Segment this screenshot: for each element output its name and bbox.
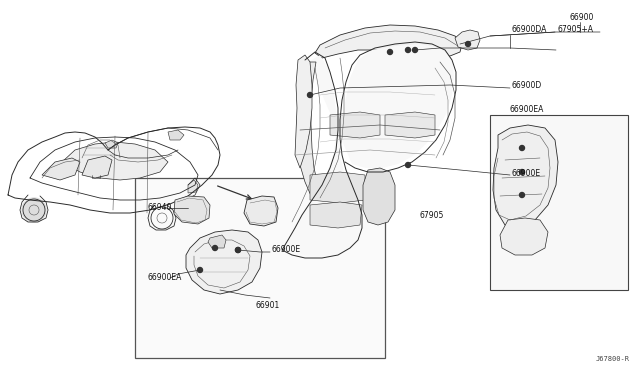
Text: 66900D: 66900D [512, 80, 542, 90]
Circle shape [236, 247, 241, 253]
Polygon shape [188, 180, 198, 193]
Polygon shape [315, 25, 462, 58]
Polygon shape [493, 125, 558, 228]
Polygon shape [186, 230, 262, 294]
Circle shape [307, 93, 312, 97]
Circle shape [413, 48, 417, 52]
Circle shape [520, 192, 525, 198]
Text: 66900DA: 66900DA [512, 26, 547, 35]
Text: 66901: 66901 [255, 301, 279, 310]
Polygon shape [288, 44, 454, 257]
Circle shape [406, 163, 410, 167]
Polygon shape [295, 55, 312, 168]
Circle shape [236, 247, 241, 253]
Polygon shape [330, 112, 380, 138]
Bar [135, 178, 385, 358]
Polygon shape [82, 156, 112, 178]
Circle shape [465, 42, 470, 46]
Polygon shape [62, 142, 168, 180]
Text: 67905+A: 67905+A [557, 26, 593, 35]
Polygon shape [500, 218, 548, 255]
Text: 66900EA: 66900EA [510, 106, 545, 115]
Text: J67800-R: J67800-R [596, 356, 630, 362]
Polygon shape [385, 112, 435, 138]
Circle shape [387, 49, 392, 55]
Bar [490, 115, 628, 290]
Polygon shape [310, 172, 365, 203]
Circle shape [520, 145, 525, 151]
Circle shape [212, 246, 218, 250]
Polygon shape [455, 30, 480, 50]
Text: 66900E: 66900E [512, 169, 541, 177]
Polygon shape [105, 140, 118, 148]
Circle shape [22, 198, 46, 222]
Text: 66900: 66900 [570, 13, 595, 22]
Polygon shape [297, 62, 318, 198]
Polygon shape [42, 158, 80, 180]
Circle shape [406, 48, 410, 52]
Polygon shape [363, 168, 395, 225]
Circle shape [198, 267, 202, 273]
Circle shape [520, 170, 525, 174]
Text: 66940: 66940 [148, 203, 172, 212]
Polygon shape [244, 196, 278, 226]
Polygon shape [310, 202, 362, 228]
Text: 67905: 67905 [420, 211, 444, 219]
Text: 66900E: 66900E [272, 246, 301, 254]
Polygon shape [174, 196, 210, 224]
Polygon shape [208, 235, 226, 248]
Polygon shape [168, 130, 184, 140]
Text: 66900EA: 66900EA [148, 273, 182, 282]
